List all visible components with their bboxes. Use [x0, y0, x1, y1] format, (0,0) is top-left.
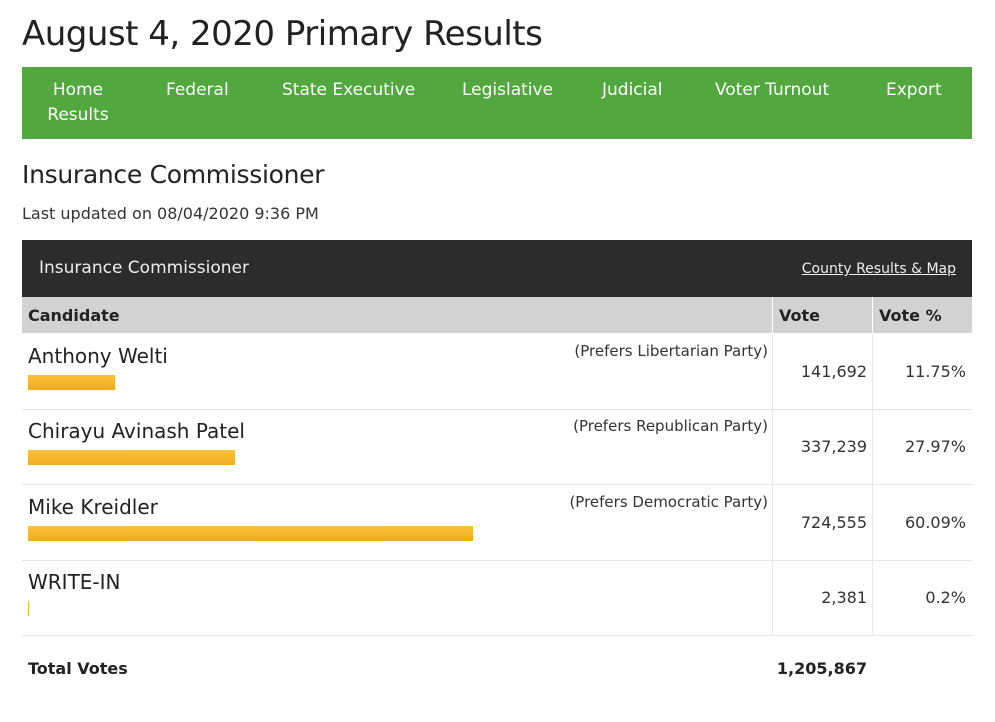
divider: [772, 409, 773, 485]
nav-link[interactable]: Voter Turnout: [715, 80, 830, 100]
vote-bar: [28, 450, 235, 466]
candidate-name: Mike Kreidler: [28, 494, 158, 519]
nav-link[interactable]: Home Results: [47, 80, 109, 125]
page-title: August 4, 2020 Primary Results: [22, 14, 543, 54]
nav-link[interactable]: Export: [886, 80, 942, 100]
vote-count: 141,692: [800, 362, 867, 381]
vote-bar: [28, 525, 473, 541]
candidate-name: Chirayu Avinash Patel: [28, 419, 245, 444]
column-label: Vote %: [879, 306, 942, 325]
last-updated: Last updated on 08/04/2020 9:36 PM: [22, 204, 319, 223]
nav-bar: Home Results Federal State Executive Leg…: [22, 67, 972, 139]
vote-percent: 60.09%: [904, 512, 966, 532]
nav-link[interactable]: Federal: [166, 80, 229, 100]
table-header: Insurance Commissioner County Results & …: [22, 240, 972, 297]
result-row: Mike Kreidler (Prefers Democratic Party) 7…: [22, 484, 972, 561]
divider: [872, 484, 873, 560]
column-header: Candidate Vote Vote %: [22, 297, 972, 333]
divider: [772, 334, 773, 409]
candidate-name: Anthony Welti: [28, 344, 168, 368]
vote-percent: 27.97%: [904, 437, 966, 457]
party-preference: (Prefers Libertarian Party): [574, 342, 768, 360]
vote-bar: [28, 375, 115, 390]
vote-count: 724,555: [800, 512, 867, 532]
result-row: WRITE-IN 2,381 0.2%: [22, 559, 972, 636]
divider: [772, 484, 773, 560]
divider: [872, 334, 873, 409]
divider: [872, 559, 873, 635]
column-label: Vote: [779, 306, 820, 325]
result-row: Anthony Welti (Prefers Libertarian Party)…: [22, 334, 972, 410]
divider: [872, 409, 873, 485]
total-vote: 1,205,867: [776, 659, 867, 678]
table-title: Insurance Commissioner: [39, 258, 249, 278]
vote-count: 337,239: [800, 437, 867, 457]
county-link[interactable]: County Results & Map: [801, 261, 956, 277]
nav-link[interactable]: Judicial: [602, 80, 663, 100]
total-label: Total Votes: [28, 659, 128, 678]
vote-bar: [28, 600, 30, 616]
party-preference: (Prefers Democratic Party): [569, 492, 768, 511]
divider: [772, 559, 773, 635]
party-preference: (Prefers Republican Party): [573, 417, 768, 436]
candidate-name: WRITE-IN: [28, 569, 121, 594]
vote-percent: 0.2%: [925, 587, 966, 607]
nav-link[interactable]: State Executive: [282, 80, 416, 100]
nav-link[interactable]: Legislative: [462, 80, 554, 100]
race-title: Insurance Commissioner: [22, 160, 325, 189]
column-label: Candidate: [28, 306, 120, 325]
vote-percent: 11.75%: [904, 362, 966, 381]
vote-count: 2,381: [821, 587, 867, 607]
result-row: Chirayu Avinash Patel (Prefers Republican…: [22, 409, 972, 486]
